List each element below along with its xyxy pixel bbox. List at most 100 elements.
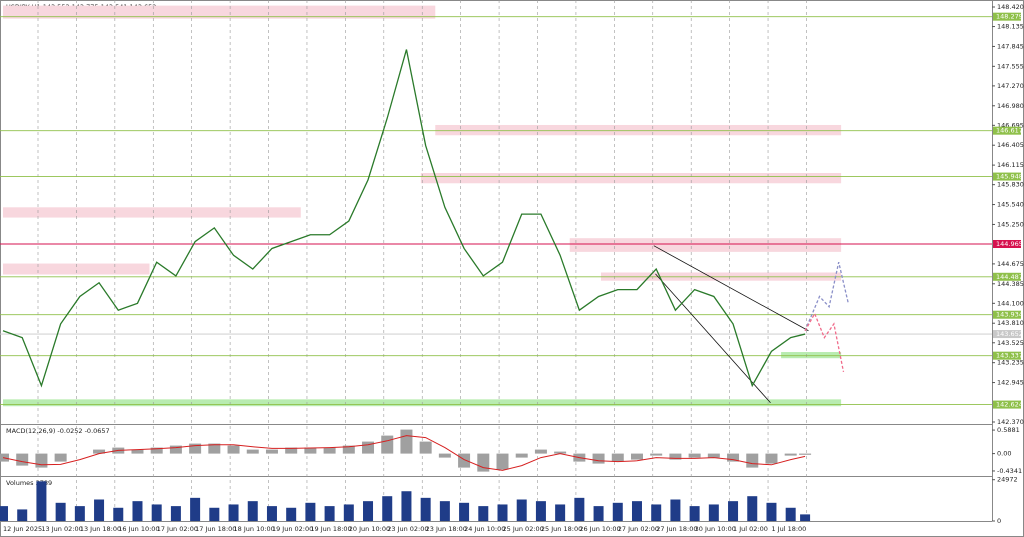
volume-bar xyxy=(535,501,546,521)
volume-bar xyxy=(305,502,316,521)
macd-bar xyxy=(323,447,336,454)
volume-bar xyxy=(382,496,393,521)
y-tick-label: 0.5881 xyxy=(997,426,1020,434)
x-tick-label: 27 Jun 18:00 xyxy=(656,525,697,533)
macd-bar xyxy=(208,443,221,454)
x-tick-label: 30 Jun 10:00 xyxy=(695,525,736,533)
volume-bar xyxy=(151,504,162,521)
zone xyxy=(569,238,842,252)
level-label-box xyxy=(993,126,1021,135)
x-tick-label: 27 Jun 02:00 xyxy=(618,525,659,533)
volume-bar xyxy=(708,504,719,521)
macd-bar xyxy=(419,441,432,454)
macd-bar xyxy=(285,447,298,454)
macd-bar xyxy=(688,453,701,458)
macd-bar xyxy=(650,453,663,456)
volume-bar xyxy=(17,509,28,521)
volume-bar xyxy=(401,491,412,521)
volume-bar xyxy=(612,502,623,521)
x-tick-label: 18 Jun 10:00 xyxy=(234,525,275,533)
y-tick-label: 148.420 xyxy=(997,3,1024,11)
level-label: 143.652 xyxy=(996,330,1023,338)
x-tick-label: 17 Jun 18:00 xyxy=(195,525,236,533)
volume-bar xyxy=(593,506,604,521)
zone xyxy=(3,263,150,275)
zone xyxy=(420,173,842,184)
level-label-box xyxy=(993,351,1021,360)
volume-bar xyxy=(286,507,297,521)
y-tick-label: 148.135 xyxy=(997,23,1024,31)
x-tick-label: 13 Jun 02:00 xyxy=(41,525,82,533)
level-label: 146.617 xyxy=(996,127,1023,135)
macd-bar xyxy=(381,435,394,454)
volume-bar xyxy=(766,502,777,521)
level-label: 143.934 xyxy=(996,311,1023,319)
macd-bar xyxy=(189,443,202,454)
volume-bar xyxy=(247,501,258,521)
macd-bar xyxy=(799,453,812,455)
price-line xyxy=(804,262,849,332)
volume-bar xyxy=(631,501,642,521)
y-tick-label: 143.235 xyxy=(997,359,1024,367)
macd-bar xyxy=(150,447,163,454)
y-tick-label: 143.525 xyxy=(997,339,1024,347)
level-label-box xyxy=(993,330,1021,339)
y-tick-label: 24972 xyxy=(997,476,1018,484)
volume-bar xyxy=(555,504,566,521)
y-tick-label: 142.370 xyxy=(997,418,1024,426)
volume-bar xyxy=(363,501,374,521)
level-label: 145.948 xyxy=(996,173,1023,181)
volume-bar xyxy=(266,506,277,521)
y-tick-label: 144.385 xyxy=(997,280,1024,288)
zone xyxy=(435,124,842,136)
macd-bar xyxy=(727,453,740,462)
macd-bar xyxy=(131,449,144,454)
macd-bar xyxy=(515,453,528,458)
y-tick-label: 147.270 xyxy=(997,82,1024,90)
y-tick-label: 147.845 xyxy=(997,42,1024,50)
y-tick-label: 0.00 xyxy=(997,450,1011,458)
y-tick-label: 146.115 xyxy=(997,161,1024,169)
x-tick-label: 25 Jun 18:00 xyxy=(541,525,582,533)
macd-bar xyxy=(304,447,317,454)
level-label: 143.337 xyxy=(996,352,1023,360)
price-line xyxy=(804,312,845,373)
macd-title: MACD(12,26,9) -0.0252 -0.0657 xyxy=(6,427,110,435)
y-tick-label: 147.555 xyxy=(997,62,1024,70)
volume-bar xyxy=(439,501,450,521)
volume-bar xyxy=(343,504,354,521)
macd-bar xyxy=(93,449,106,454)
level-label-box xyxy=(993,172,1021,181)
signal-line xyxy=(2,435,806,471)
macd-bar xyxy=(630,453,643,460)
level-label-box xyxy=(993,400,1021,409)
volume-bar xyxy=(132,501,143,521)
volume-bar xyxy=(170,506,181,521)
volume-bar xyxy=(516,499,527,521)
y-tick-label: 146.695 xyxy=(997,121,1024,129)
x-tick-label: 12 Jun 2025 xyxy=(3,525,42,533)
trendline xyxy=(653,245,809,332)
volume-bar xyxy=(0,506,8,521)
x-tick-label: 1 Jul 18:00 xyxy=(771,525,806,533)
macd-bar xyxy=(438,453,451,458)
level-label-box xyxy=(993,310,1021,319)
macd-bar xyxy=(169,445,182,454)
x-tick-label: 13 Jun 18:00 xyxy=(80,525,121,533)
volume-bar xyxy=(497,504,508,521)
level-label: 144.487 xyxy=(996,273,1023,281)
y-tick-label: 145.830 xyxy=(997,181,1024,189)
y-tick-label: 144.100 xyxy=(997,299,1024,307)
zone xyxy=(781,352,842,359)
x-tick-label: 16 Jun 10:00 xyxy=(118,525,159,533)
y-tick-label: 146.405 xyxy=(997,141,1024,149)
x-tick-label: 1 Jul 02:00 xyxy=(733,525,768,533)
y-tick-label: -0.4341 xyxy=(997,467,1022,475)
level-label-box xyxy=(993,239,1021,248)
macd-bar xyxy=(458,453,471,468)
volume-bar xyxy=(651,504,662,521)
y-tick-label: 146.980 xyxy=(997,102,1024,110)
macd-bar xyxy=(554,451,567,454)
macd-bar xyxy=(611,453,624,462)
zone xyxy=(3,5,436,19)
